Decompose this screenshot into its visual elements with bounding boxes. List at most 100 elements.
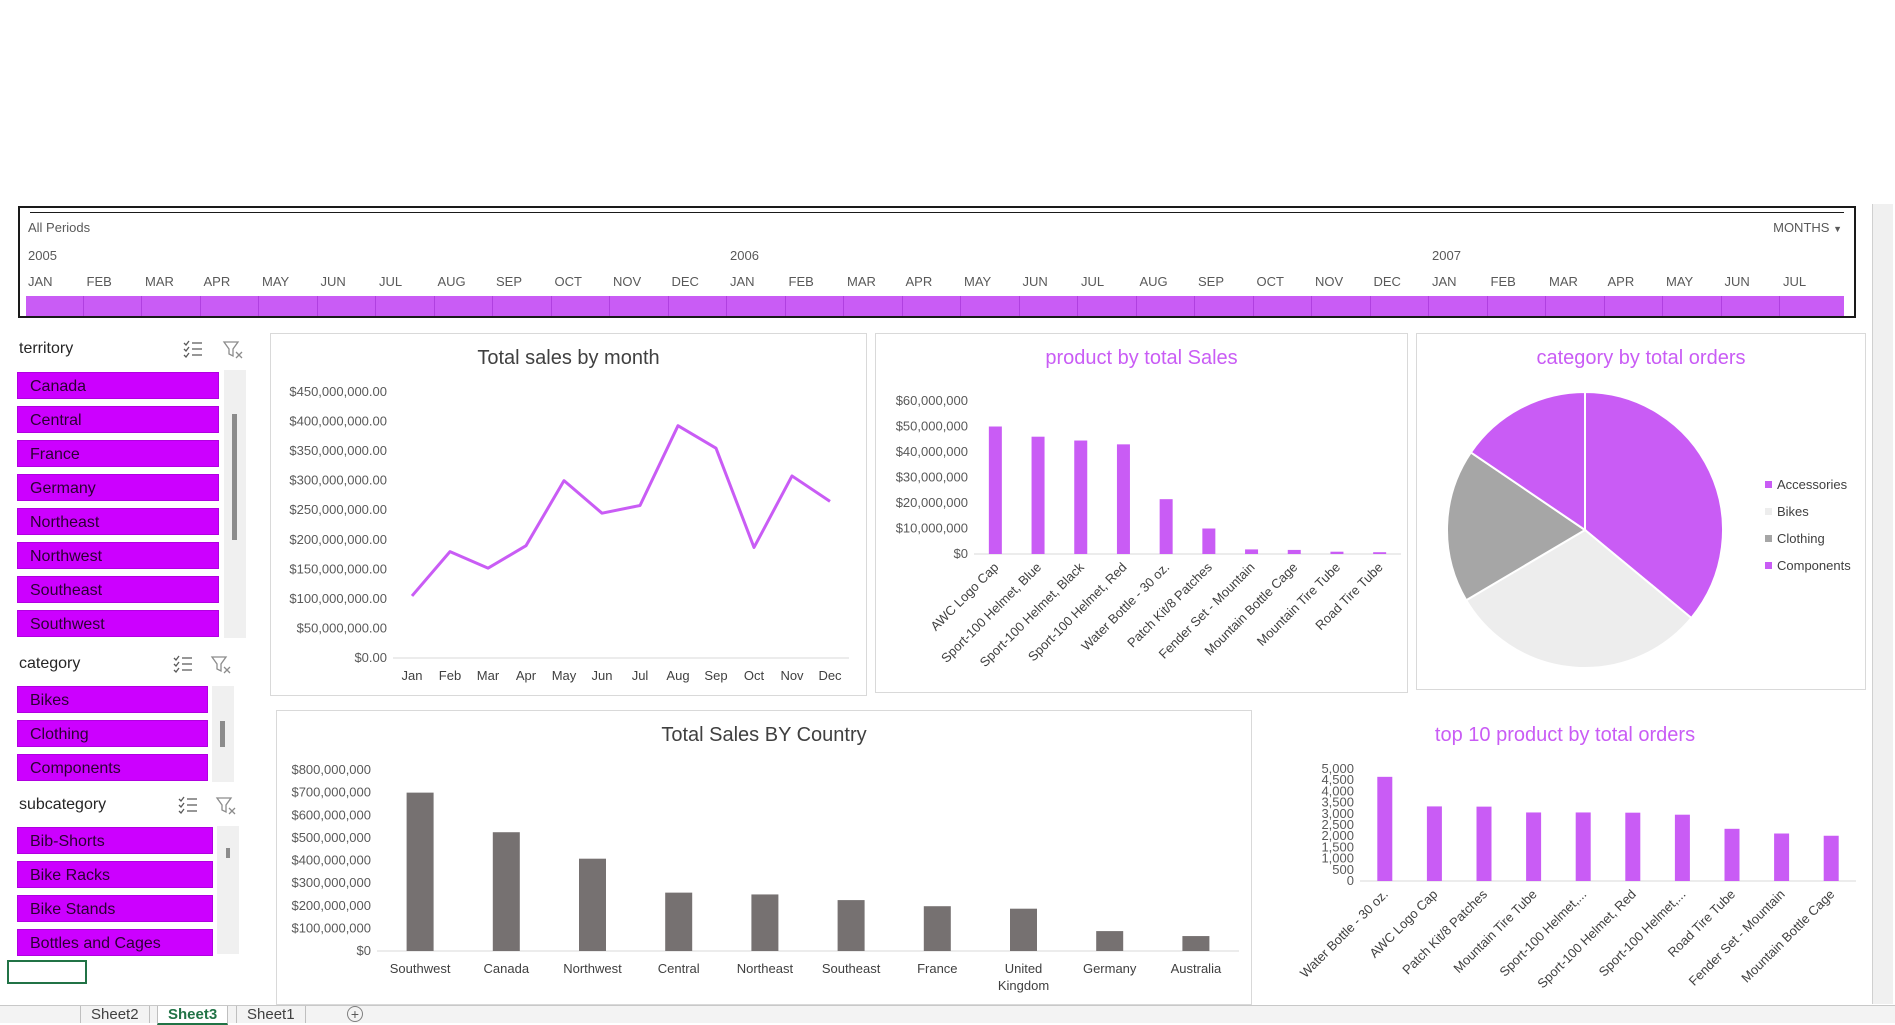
timeline-month-divider [1603, 296, 1605, 316]
clear-filter-icon[interactable] [222, 340, 244, 360]
pie-slice [1469, 390, 1586, 532]
x-tick-label: Northeast [737, 961, 794, 976]
pie-slice [1446, 451, 1587, 602]
bar [1377, 776, 1393, 881]
timeline-month-label[interactable]: APR [203, 274, 231, 289]
timeline-month-label[interactable]: SEP [496, 274, 523, 289]
multi-select-icon[interactable] [182, 339, 204, 359]
timeline-month-label[interactable]: FEB [1490, 274, 1516, 289]
slicer-item-northeast[interactable]: Northeast [17, 508, 219, 535]
slicer-item-northwest[interactable]: Northwest [17, 542, 219, 569]
slicer-item-bike-racks[interactable]: Bike Racks [17, 861, 213, 888]
timeline-month-divider [1545, 296, 1546, 316]
timeline-month-label[interactable]: SEP [1198, 274, 1225, 289]
timeline-month-label[interactable]: MAY [262, 274, 290, 289]
top10-orders-chart[interactable]: top 10 product by total orders 0 500 1,000… [1265, 710, 1865, 1005]
slicer-item-bike-stands[interactable]: Bike Stands [17, 895, 213, 922]
slicer-item-france[interactable]: France [17, 440, 219, 467]
y-tick-label: $600,000,000 [291, 807, 371, 822]
multi-select-icon[interactable] [177, 795, 199, 815]
timeline-month-divider [1194, 296, 1195, 316]
category-scrollbar[interactable] [212, 686, 234, 782]
y-tick-label: $60,000,000 [896, 393, 968, 408]
timeline-month-label[interactable]: MAR [1549, 274, 1578, 289]
y-tick-label: 3,500 [1321, 795, 1354, 810]
tab-sheet3[interactable]: Sheet3 [157, 1006, 229, 1025]
timeline-month-label[interactable]: JUL [379, 274, 403, 289]
territory-scrollbar[interactable] [224, 370, 246, 638]
subcategory-scroll-thumb[interactable] [226, 848, 230, 858]
timeline-month-label[interactable]: APR [905, 274, 933, 289]
timeline-month-label[interactable]: JUN [1022, 274, 1048, 289]
timeline-period-bar[interactable] [26, 296, 1844, 316]
clear-filter-icon[interactable] [215, 796, 237, 816]
timeline-month-label[interactable]: OCT [1256, 274, 1284, 289]
timeline-month-label[interactable]: NOV [613, 274, 642, 289]
timeline-month-label[interactable]: AUG [437, 274, 466, 289]
timeline-month-label[interactable]: JAN [730, 274, 755, 289]
timeline-month-label[interactable]: JAN [28, 274, 53, 289]
timeline-month-label[interactable]: APR [1607, 274, 1635, 289]
clear-filter-icon[interactable] [210, 655, 232, 675]
slicer-item-germany[interactable]: Germany [17, 474, 219, 501]
timeline-month-label[interactable]: JUL [1783, 274, 1807, 289]
product-by-sales-chart[interactable]: product by total Sales $0 $10,000,000 $20,… [875, 333, 1408, 693]
tab-sheet2[interactable]: Sheet2 [80, 1006, 150, 1023]
timeline-month-divider [1720, 296, 1722, 316]
timeline-month-divider [843, 296, 844, 316]
bar [1287, 549, 1301, 554]
slicer-item-bikes[interactable]: Bikes [17, 686, 208, 713]
timeline-month-label[interactable]: JAN [1432, 274, 1457, 289]
y-tick-label: 1,000 [1321, 851, 1354, 866]
slicer-item-southeast[interactable]: Southeast [17, 576, 219, 603]
timeline-month-label[interactable]: JUN [1724, 274, 1750, 289]
bar [1724, 828, 1740, 881]
timeline-month-label[interactable]: OCT [554, 274, 582, 289]
timeline-level-dropdown[interactable]: MONTHS ▼ [1773, 220, 1842, 235]
timeline-month-label[interactable]: NOV [1315, 274, 1344, 289]
category-scroll-thumb[interactable] [220, 721, 225, 747]
timeline-month-label[interactable]: MAY [964, 274, 992, 289]
category-by-orders-chart[interactable]: category by total orders Accessories Bike… [1416, 333, 1866, 690]
slicer-item-canada[interactable]: Canada [17, 372, 219, 399]
timeline-month-label[interactable]: AUG [1139, 274, 1168, 289]
timeline-month-label[interactable]: DEC [671, 274, 699, 289]
slicer-item-southwest[interactable]: Southwest [17, 610, 219, 637]
timeline-month-label[interactable]: JUN [320, 274, 346, 289]
slicer-item-bib-shorts[interactable]: Bib-Shorts [17, 827, 213, 854]
bar [923, 906, 951, 951]
timeline-month-label[interactable]: MAR [145, 274, 174, 289]
active-cell[interactable] [7, 960, 87, 984]
bar [1823, 835, 1839, 881]
legend-label: Bikes [1777, 504, 1809, 519]
timeline-month-label[interactable]: FEB [788, 274, 814, 289]
sales-by-country-chart[interactable]: Total Sales BY Country $0 $100,000,000 $20… [276, 710, 1252, 1005]
timeline-month-label[interactable]: MAY [1666, 274, 1694, 289]
timeline-month-label[interactable]: FEB [86, 274, 112, 289]
slicer-item-central[interactable]: Central [17, 406, 219, 433]
bar [1575, 812, 1591, 881]
sales-by-month-chart[interactable]: Total sales by month $0.00 $50,000,000.00… [270, 333, 867, 696]
tab-sheet1[interactable]: Sheet1 [236, 1006, 306, 1023]
y-tick-label: $100,000,000 [291, 920, 371, 935]
y-tick-label: $700,000,000 [291, 785, 371, 800]
slicer-item-components[interactable]: Components [17, 754, 208, 781]
timeline-month-label[interactable]: DEC [1373, 274, 1401, 289]
bar [665, 892, 693, 951]
vertical-scrollbar[interactable] [1872, 204, 1893, 1004]
timeline-level-label: MONTHS [1773, 220, 1830, 235]
x-tick-label: Kingdom [998, 978, 1049, 993]
subcategory-scrollbar[interactable] [217, 826, 239, 954]
x-tick-label: Australia [1171, 961, 1222, 976]
add-sheet-icon[interactable]: + [347, 1006, 363, 1022]
multi-select-icon[interactable] [172, 654, 194, 674]
timeline-slicer[interactable]: All Periods MONTHS ▼ 2005 2006 2007 JAN FEB… [18, 206, 1856, 318]
slicer-item-clothing[interactable]: Clothing [17, 720, 208, 747]
timeline-month-label[interactable]: MAR [847, 274, 876, 289]
bar [1159, 499, 1173, 554]
territory-scroll-thumb[interactable] [232, 414, 237, 540]
y-tick-label: $10,000,000 [896, 521, 968, 536]
slicer-item-bottles-and-cages[interactable]: Bottles and Cages [17, 929, 213, 956]
timeline-month-label[interactable]: JUL [1081, 274, 1105, 289]
y-tick-label: $300,000,000 [291, 875, 371, 890]
